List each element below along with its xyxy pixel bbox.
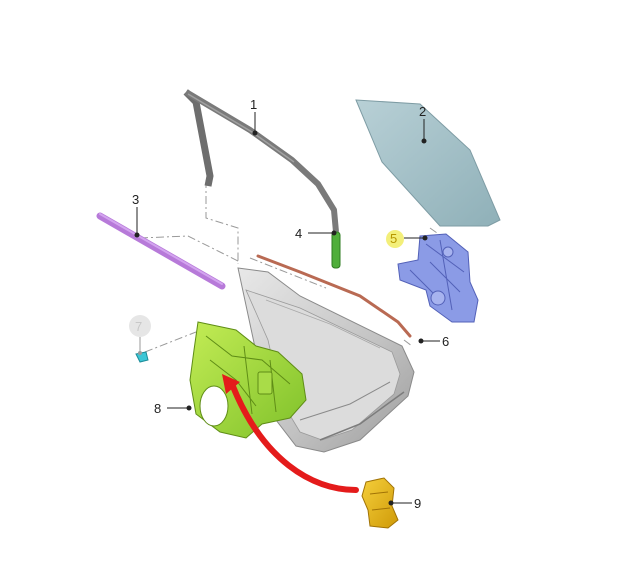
highlight-circle — [386, 230, 404, 248]
callout-label: 7 — [135, 319, 142, 334]
callout-3[interactable]: 3 — [132, 192, 140, 238]
clip — [135, 351, 149, 363]
dimmed-circle — [129, 315, 151, 337]
window-glass — [355, 99, 501, 227]
window-run-channel — [183, 89, 339, 233]
callout-9[interactable]: 9 — [388, 496, 422, 511]
callout-8[interactable]: 8 — [154, 401, 192, 416]
callout-label: 4 — [295, 226, 302, 241]
callout-label: 9 — [414, 496, 421, 511]
callout-4[interactable]: 4 — [295, 226, 337, 241]
callout-5[interactable]: 5 — [386, 230, 428, 248]
callout-label: 5 — [390, 231, 397, 246]
outer-seal-strip — [256, 254, 412, 338]
callout-label: 3 — [132, 192, 139, 207]
callout-label: 1 — [250, 97, 257, 112]
callout-1[interactable]: 1 — [250, 97, 258, 136]
callout-label: 6 — [442, 334, 449, 349]
window-regulator — [397, 233, 479, 323]
assembly-lines — [139, 180, 445, 353]
callout-label: 2 — [419, 104, 426, 119]
install-direction-arrow — [222, 374, 359, 493]
rubber-seal — [331, 231, 341, 269]
door-module-carrier — [189, 321, 307, 439]
door-lock-actuator — [361, 477, 399, 529]
belt-molding — [96, 212, 226, 290]
callout-7[interactable]: 7 — [129, 315, 151, 355]
callout-label: 8 — [154, 401, 161, 416]
callout-6[interactable]: 6 — [418, 334, 450, 349]
callout-2[interactable]: 2 — [419, 104, 427, 144]
